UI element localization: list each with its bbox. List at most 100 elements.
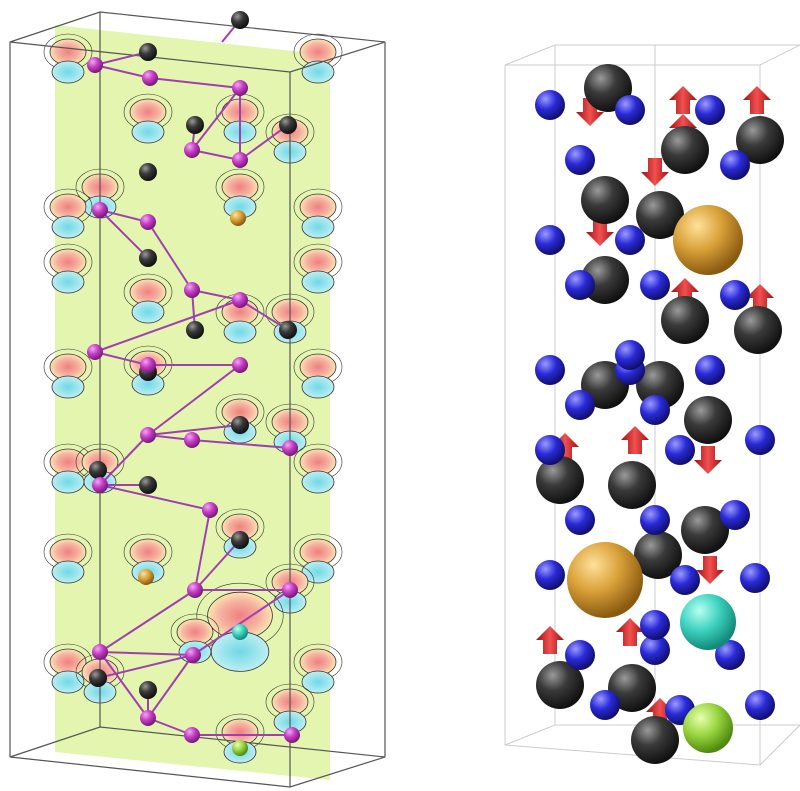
- carbon-atom: [139, 249, 157, 267]
- boron-atom: [640, 635, 670, 665]
- negative-lobe: [51, 560, 85, 584]
- boron-atom: [184, 432, 200, 448]
- cell-box: [9, 11, 386, 788]
- bond: [99, 484, 211, 511]
- negative-lobe: [301, 470, 335, 494]
- negative-lobe: [51, 375, 85, 399]
- negative-lobe: [51, 270, 85, 294]
- boron-atom: [535, 355, 565, 385]
- carbon-atom: [608, 664, 656, 712]
- bond: [94, 351, 149, 366]
- bond: [149, 77, 241, 89]
- carbon-atom: [734, 306, 782, 354]
- carbon-atom: [581, 176, 629, 224]
- boron-atom: [535, 225, 565, 255]
- negative-lobe: [131, 300, 165, 324]
- boron-atom: [615, 225, 645, 255]
- dopant-atom: [680, 594, 736, 650]
- bond: [147, 654, 194, 719]
- atoms: [87, 11, 300, 756]
- negative-lobe: [51, 470, 85, 494]
- metal-atom: [673, 205, 743, 275]
- bond: [147, 221, 193, 291]
- dopant-atom: [232, 624, 248, 640]
- bond: [191, 289, 241, 301]
- bond: [94, 51, 149, 66]
- carbon-atom: [139, 681, 157, 699]
- boron-atom: [282, 582, 298, 598]
- spin-arrow: [536, 626, 564, 654]
- spin-arrow: [746, 284, 774, 312]
- carbon-atom: [139, 476, 157, 494]
- carbon-atom: [186, 321, 204, 339]
- boron-atom: [565, 505, 595, 535]
- boron-atom: [232, 357, 248, 373]
- carbon-atom: [231, 416, 249, 434]
- boron-atom: [615, 95, 645, 125]
- carbon-atom: [661, 296, 709, 344]
- bond: [99, 434, 149, 486]
- boron-atom: [615, 340, 645, 370]
- spin-arrow: [621, 426, 649, 454]
- bonds: [94, 19, 292, 736]
- boron-atom: [720, 150, 750, 180]
- boron-atom: [640, 505, 670, 535]
- boron-atom: [232, 80, 248, 96]
- spin-arrow: [696, 556, 724, 584]
- negative-lobe: [131, 120, 165, 144]
- carbon-atom: [89, 461, 107, 479]
- boron-atom: [92, 644, 108, 660]
- boron-atom: [745, 425, 775, 455]
- boron-atom: [140, 710, 156, 726]
- bond: [99, 209, 149, 223]
- boron-atom: [140, 214, 156, 230]
- metal-atom: [138, 569, 154, 585]
- boron-atom: [565, 390, 595, 420]
- bond: [147, 364, 241, 436]
- boron-atom: [590, 690, 620, 720]
- boron-atom: [232, 152, 248, 168]
- carbon-atom: [231, 11, 249, 29]
- negative-lobe: [51, 60, 85, 84]
- boron-atom: [565, 145, 595, 175]
- boron-atom: [232, 292, 248, 308]
- negative-lobe: [301, 60, 335, 84]
- bond: [194, 509, 211, 591]
- boron-atom: [535, 90, 565, 120]
- carbon-atom: [736, 116, 784, 164]
- carbon-atom: [139, 163, 157, 181]
- negative-lobe: [51, 670, 85, 694]
- boron-atom: [184, 142, 200, 158]
- boron-atom: [184, 727, 200, 743]
- boron-atom: [92, 477, 108, 493]
- carbon-atom: [636, 191, 684, 239]
- carbon-atom: [186, 116, 204, 134]
- boron-atom: [284, 727, 300, 743]
- carbon-atom: [634, 531, 682, 579]
- boron-atom: [87, 344, 103, 360]
- dopant-atom: [232, 740, 248, 756]
- spin-arrow: [669, 86, 697, 114]
- negative-lobe: [301, 215, 335, 239]
- carbon-atom: [139, 43, 157, 61]
- carbon-atom: [89, 669, 107, 687]
- negative-lobe: [301, 375, 335, 399]
- metal-atom: [567, 542, 643, 618]
- boron-atom: [282, 440, 298, 456]
- boron-atom: [184, 282, 200, 298]
- carbon-atom: [279, 116, 297, 134]
- boron-atom: [142, 70, 158, 86]
- bond: [147, 424, 241, 436]
- boron-atom: [695, 355, 725, 385]
- carbon-atom: [536, 661, 584, 709]
- boron-atom: [665, 435, 695, 465]
- negative-lobe: [51, 215, 85, 239]
- slice-plane: [55, 25, 330, 780]
- carbon-atom: [661, 126, 709, 174]
- carbon-atom: [681, 506, 729, 554]
- boron-atom: [202, 502, 218, 518]
- negative-lobe: [301, 270, 335, 294]
- spin-arrow: [586, 218, 614, 246]
- spin-arrow: [743, 86, 771, 114]
